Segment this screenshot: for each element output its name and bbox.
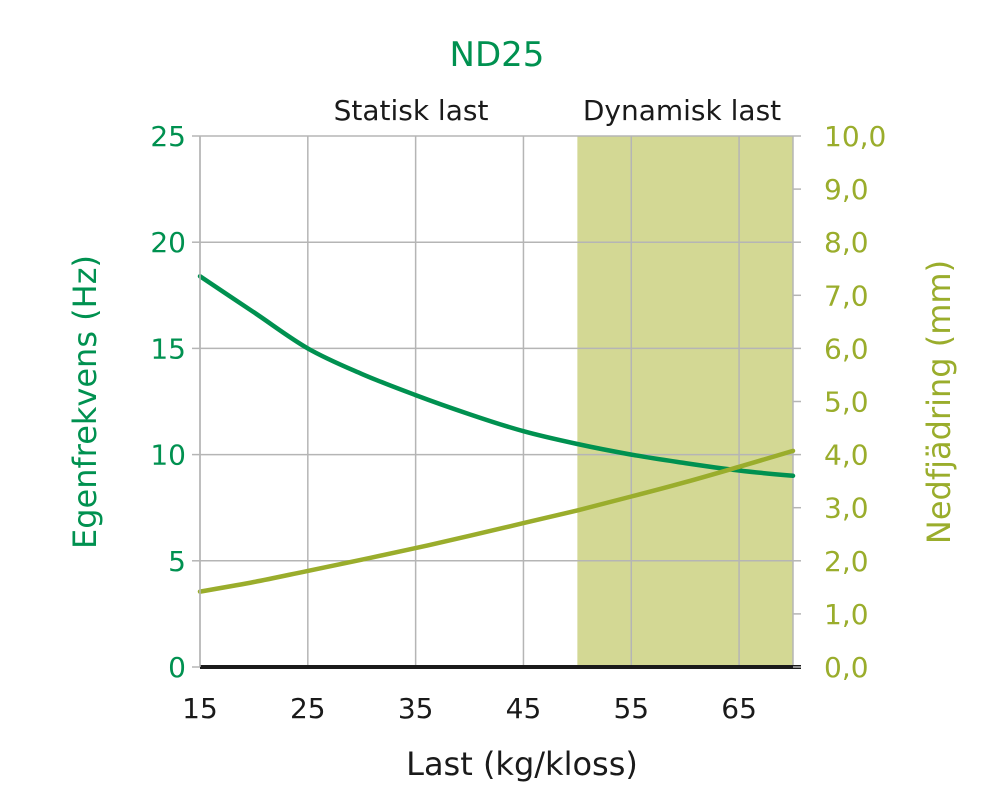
- y-tick-label: 10: [150, 439, 186, 472]
- y2-tick-label: 6,0: [824, 332, 869, 365]
- dynamic-region-shade: [577, 136, 793, 667]
- x-tick-label: 35: [398, 692, 434, 725]
- series-line-deflection: [197, 448, 796, 594]
- y2-tick-label: 2,0: [824, 545, 869, 578]
- y2-tick-label: 0,0: [824, 651, 869, 684]
- x-tick-label: 45: [506, 692, 542, 725]
- x-tick-label: 65: [721, 692, 757, 725]
- y2-tick-label: 10,0: [824, 120, 886, 153]
- y2-tick-label: 7,0: [824, 279, 869, 312]
- region-label-static: Statisk last: [334, 94, 489, 127]
- y-tick-label: 15: [150, 332, 186, 365]
- shaded-regions: [577, 136, 793, 667]
- y2-tick-label: 1,0: [824, 598, 869, 631]
- x-tick-label: 25: [290, 692, 326, 725]
- y2-tick-label: 4,0: [824, 439, 869, 472]
- y-tick-label: 25: [150, 120, 186, 153]
- grid-lines: [199, 135, 794, 668]
- region-label-dynamic: Dynamisk last: [583, 94, 781, 127]
- y-axis-title: Egenfrekvens (Hz): [66, 255, 104, 549]
- y-tick-label: 20: [150, 226, 186, 259]
- y-tick-label: 5: [168, 545, 186, 578]
- y2-axis-title: Nedfjädring (mm): [920, 260, 958, 544]
- y2-tick-label: 3,0: [824, 492, 869, 525]
- series-lines: [197, 273, 796, 594]
- tick-labels: 15 25 35 45 55 65 0 5 10 15 20 25 0,0 1,0 2,0 3,0 4,0 5,0…: [150, 120, 886, 725]
- series-line-frequency: [197, 273, 796, 479]
- chart-title: ND25: [450, 35, 545, 75]
- axes: [192, 135, 801, 669]
- region-labels: Statisk last Dynamisk last: [334, 94, 782, 127]
- x-tick-label: 55: [613, 692, 649, 725]
- x-tick-label: 15: [182, 692, 218, 725]
- y2-tick-label: 9,0: [824, 173, 869, 206]
- y-tick-label: 0: [168, 651, 186, 684]
- y2-tick-label: 5,0: [824, 386, 869, 419]
- y2-tick-label: 8,0: [824, 226, 869, 259]
- x-axis-title: Last (kg/kloss): [406, 745, 638, 783]
